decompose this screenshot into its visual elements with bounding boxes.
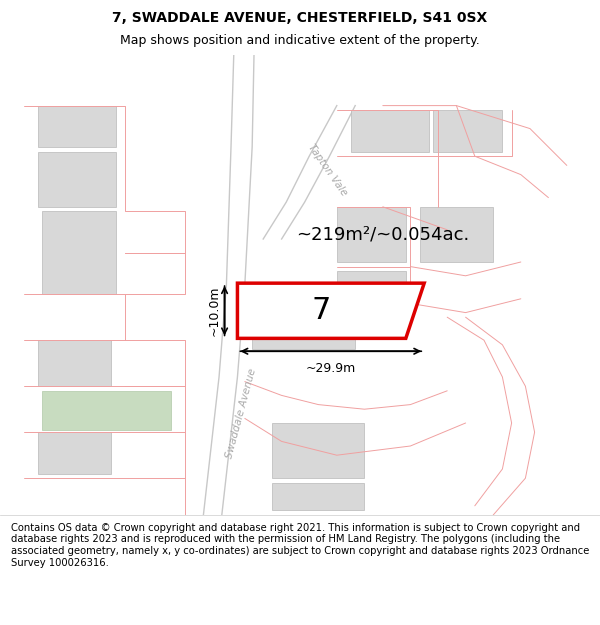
- Polygon shape: [263, 106, 355, 239]
- Text: Tapton Vale: Tapton Vale: [306, 142, 349, 198]
- Polygon shape: [38, 152, 116, 207]
- Polygon shape: [272, 482, 364, 511]
- Text: 7, SWADDALE AVENUE, CHESTERFIELD, S41 0SX: 7, SWADDALE AVENUE, CHESTERFIELD, S41 0S…: [112, 11, 488, 25]
- Polygon shape: [43, 391, 171, 431]
- Text: ~219m²/~0.054ac.: ~219m²/~0.054ac.: [296, 226, 469, 243]
- Text: ~29.9m: ~29.9m: [305, 362, 356, 375]
- Polygon shape: [350, 110, 429, 152]
- Text: Contains OS data © Crown copyright and database right 2021. This information is : Contains OS data © Crown copyright and d…: [11, 522, 589, 568]
- Polygon shape: [433, 110, 502, 152]
- Polygon shape: [38, 340, 112, 386]
- Polygon shape: [337, 271, 406, 303]
- Text: ~10.0m: ~10.0m: [208, 286, 221, 336]
- Polygon shape: [203, 55, 254, 515]
- Polygon shape: [252, 285, 355, 349]
- Polygon shape: [272, 423, 364, 478]
- Text: Swaddale Avenue: Swaddale Avenue: [224, 368, 258, 460]
- Text: 7: 7: [312, 296, 331, 325]
- Polygon shape: [419, 207, 493, 262]
- Polygon shape: [38, 432, 112, 474]
- Polygon shape: [43, 211, 116, 294]
- Polygon shape: [38, 106, 116, 147]
- Polygon shape: [337, 207, 406, 262]
- Text: Map shows position and indicative extent of the property.: Map shows position and indicative extent…: [120, 34, 480, 47]
- Polygon shape: [238, 283, 424, 338]
